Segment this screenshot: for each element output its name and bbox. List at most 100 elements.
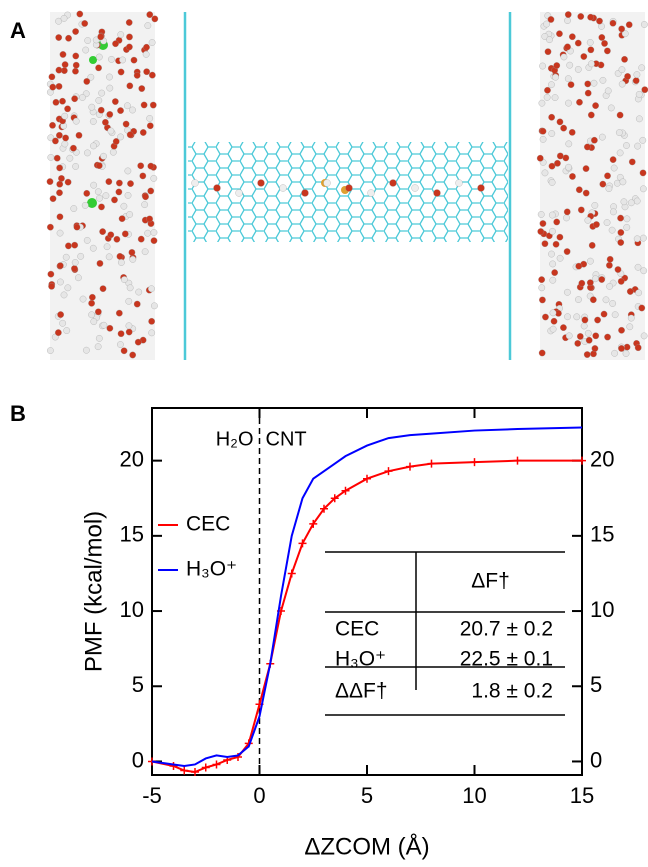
water-atom: [117, 330, 125, 338]
water-atom: [64, 105, 71, 113]
water-atom: [47, 223, 54, 231]
water-atom: [549, 260, 557, 268]
water-atom: [106, 111, 114, 118]
water-atom: [70, 205, 78, 212]
water-atom: [71, 95, 78, 103]
water-atom: [95, 53, 103, 61]
water-atom: [598, 34, 606, 41]
water-atom: [389, 179, 397, 187]
water-atom: [72, 163, 79, 170]
water-atom: [548, 179, 556, 186]
water-atom: [57, 278, 64, 286]
water-atom: [633, 235, 641, 243]
water-atom: [569, 173, 576, 180]
water-atom: [82, 46, 90, 54]
water-atom: [106, 324, 114, 332]
water-atom: [121, 230, 129, 238]
water-atom: [583, 351, 591, 358]
water-atom: [593, 221, 600, 228]
water-atom: [140, 101, 148, 109]
water-atom: [564, 11, 572, 18]
water-atom: [543, 20, 550, 28]
water-atom: [574, 39, 582, 47]
water-atom: [129, 106, 136, 114]
y-tick-label: 10: [590, 597, 614, 622]
water-atom: [563, 214, 570, 222]
water-atom: [146, 122, 154, 130]
panel-label: A: [10, 18, 26, 43]
water-atom: [548, 250, 555, 258]
water-atom: [575, 262, 583, 270]
water-atom: [52, 98, 60, 106]
water-atom: [556, 152, 564, 160]
water-atom: [599, 76, 607, 84]
water-atom: [548, 81, 555, 89]
water-atom: [623, 215, 631, 223]
water-atom: [137, 235, 145, 243]
water-atom: [112, 98, 119, 105]
series-line: [151, 459, 582, 774]
water-atom: [119, 56, 126, 64]
x-tick-label: 10: [462, 783, 486, 808]
water-atom: [134, 338, 142, 346]
water-atom: [48, 73, 56, 81]
point-marker: [298, 539, 307, 548]
water-atom: [124, 102, 131, 110]
water-atom: [46, 178, 54, 185]
water-atom: [621, 55, 628, 63]
water-atom: [60, 291, 68, 299]
water-atom: [94, 343, 102, 351]
water-atom: [539, 296, 546, 304]
water-atom: [640, 234, 647, 242]
water-atom: [121, 276, 128, 283]
water-atom: [52, 137, 59, 145]
water-atom: [100, 152, 107, 160]
water-atom: [586, 39, 594, 46]
point-marker: [320, 504, 328, 513]
water-atom: [130, 56, 138, 64]
water-atom: [62, 134, 69, 142]
water-atom: [76, 10, 84, 18]
point-marker: [513, 456, 522, 465]
water-atom: [553, 218, 561, 226]
table-header: ΔF†: [471, 570, 510, 593]
water-atom: [56, 262, 64, 270]
water-atom: [549, 325, 557, 333]
water-atom: [72, 28, 79, 35]
point-marker: [309, 519, 318, 528]
water-atom: [126, 131, 134, 139]
x-tick-label: 0: [253, 783, 265, 808]
water-atom: [538, 276, 546, 283]
point-marker: [578, 456, 586, 465]
water-atom: [625, 21, 633, 29]
point-marker: [169, 761, 178, 770]
water-atom: [139, 172, 147, 180]
water-atom: [603, 219, 611, 226]
water-atom: [544, 86, 551, 94]
water-atom: [96, 194, 103, 202]
x-tick-label: 5: [361, 783, 373, 808]
water-atom: [626, 323, 634, 331]
water-atom: [641, 86, 648, 94]
water-atom: [634, 344, 642, 352]
water-atom: [556, 118, 564, 126]
water-atom: [95, 64, 102, 72]
point-marker: [287, 569, 296, 578]
water-atom: [544, 48, 552, 56]
table-cell: 20.7 ± 0.2: [460, 618, 553, 641]
water-atom: [72, 67, 79, 75]
water-atom: [115, 188, 123, 196]
table-cell: CEC: [335, 618, 379, 641]
water-atom: [75, 131, 83, 139]
water-atom: [56, 189, 63, 197]
y-tick-label: 0: [590, 747, 602, 772]
y-tick-label: 0: [132, 747, 144, 772]
water-atom: [588, 242, 596, 249]
water-atom: [569, 33, 576, 41]
water-atom: [89, 244, 97, 252]
water-atom: [148, 39, 156, 46]
water-atom: [150, 237, 158, 244]
water-atom: [144, 229, 152, 237]
point-marker: [427, 459, 436, 468]
water-atom: [89, 118, 97, 125]
